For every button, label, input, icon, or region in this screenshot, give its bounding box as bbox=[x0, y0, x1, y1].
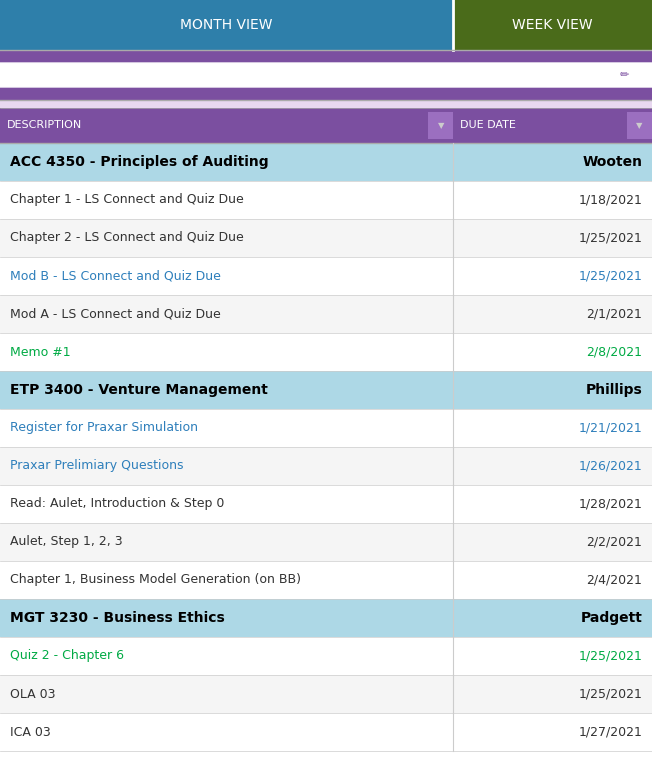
Bar bbox=[0, 257, 652, 295]
Bar bbox=[0, 108, 652, 143]
Bar bbox=[0, 50, 652, 100]
Text: Mod A - LS Connect and Quiz Due: Mod A - LS Connect and Quiz Due bbox=[10, 308, 220, 321]
Bar bbox=[0, 447, 652, 485]
Text: 1/25/2021: 1/25/2021 bbox=[578, 687, 642, 700]
Text: 1/25/2021: 1/25/2021 bbox=[578, 232, 642, 245]
Bar bbox=[0, 523, 652, 561]
Text: 1/25/2021: 1/25/2021 bbox=[578, 649, 642, 662]
Bar bbox=[0, 0, 453, 50]
Bar bbox=[428, 112, 453, 139]
Text: Register for Praxar Simulation: Register for Praxar Simulation bbox=[10, 421, 198, 434]
Text: 2/8/2021: 2/8/2021 bbox=[586, 345, 642, 358]
Text: MONTH VIEW: MONTH VIEW bbox=[181, 18, 273, 32]
Bar bbox=[0, 219, 652, 257]
Text: Chapter 2 - LS Connect and Quiz Due: Chapter 2 - LS Connect and Quiz Due bbox=[10, 232, 244, 245]
Bar bbox=[0, 409, 652, 447]
Text: Wooten: Wooten bbox=[582, 155, 642, 169]
Text: ✏: ✏ bbox=[620, 70, 629, 80]
Text: ASSIGNMENTS: ASSIGNMENTS bbox=[10, 66, 156, 84]
Circle shape bbox=[0, 63, 652, 87]
Bar bbox=[627, 112, 652, 139]
Bar bbox=[0, 143, 652, 181]
Text: Quiz 2 - Chapter 6: Quiz 2 - Chapter 6 bbox=[10, 649, 124, 662]
Text: OLA 03: OLA 03 bbox=[10, 687, 55, 700]
Text: Padgett: Padgett bbox=[580, 611, 642, 625]
Text: 1/21/2021: 1/21/2021 bbox=[578, 421, 642, 434]
Bar bbox=[453, 0, 652, 50]
Text: Chapter 1 - LS Connect and Quiz Due: Chapter 1 - LS Connect and Quiz Due bbox=[10, 194, 244, 207]
Bar bbox=[0, 637, 652, 675]
Text: Mod B - LS Connect and Quiz Due: Mod B - LS Connect and Quiz Due bbox=[10, 270, 220, 283]
Text: DUE DATE: DUE DATE bbox=[460, 120, 516, 130]
Text: 2/2/2021: 2/2/2021 bbox=[586, 536, 642, 549]
Bar bbox=[0, 713, 652, 751]
Bar bbox=[0, 181, 652, 219]
Text: ETP 3400 - Venture Management: ETP 3400 - Venture Management bbox=[10, 383, 268, 397]
Text: 2/4/2021: 2/4/2021 bbox=[586, 574, 642, 587]
Bar bbox=[0, 295, 652, 333]
Text: WEEK VIEW: WEEK VIEW bbox=[512, 18, 593, 32]
Text: ▼: ▼ bbox=[636, 121, 643, 130]
Text: ACC 4350 - Principles of Auditing: ACC 4350 - Principles of Auditing bbox=[10, 155, 269, 169]
Text: ICA 03: ICA 03 bbox=[10, 725, 51, 738]
Text: Chapter 1, Business Model Generation (on BB): Chapter 1, Business Model Generation (on… bbox=[10, 574, 301, 587]
Bar bbox=[0, 100, 652, 108]
Text: 1/27/2021: 1/27/2021 bbox=[578, 725, 642, 738]
Bar bbox=[0, 333, 652, 371]
Text: DESCRIPTION: DESCRIPTION bbox=[7, 120, 82, 130]
Bar bbox=[0, 751, 652, 762]
Text: Read: Aulet, Introduction & Step 0: Read: Aulet, Introduction & Step 0 bbox=[10, 498, 224, 511]
Bar bbox=[0, 485, 652, 523]
Text: ▼: ▼ bbox=[437, 121, 444, 130]
Text: 1/28/2021: 1/28/2021 bbox=[578, 498, 642, 511]
Text: 1/25/2021: 1/25/2021 bbox=[578, 270, 642, 283]
Bar bbox=[0, 675, 652, 713]
Bar bbox=[0, 561, 652, 599]
Text: 1/26/2021: 1/26/2021 bbox=[578, 459, 642, 472]
Text: 1/18/2021: 1/18/2021 bbox=[578, 194, 642, 207]
Text: MGT 3230 - Business Ethics: MGT 3230 - Business Ethics bbox=[10, 611, 224, 625]
Text: Phillips: Phillips bbox=[585, 383, 642, 397]
Bar bbox=[0, 371, 652, 409]
Text: Praxar Prelimiary Questions: Praxar Prelimiary Questions bbox=[10, 459, 183, 472]
Text: Memo #1: Memo #1 bbox=[10, 345, 70, 358]
Bar bbox=[0, 599, 652, 637]
Text: Aulet, Step 1, 2, 3: Aulet, Step 1, 2, 3 bbox=[10, 536, 123, 549]
Text: 2/1/2021: 2/1/2021 bbox=[586, 308, 642, 321]
